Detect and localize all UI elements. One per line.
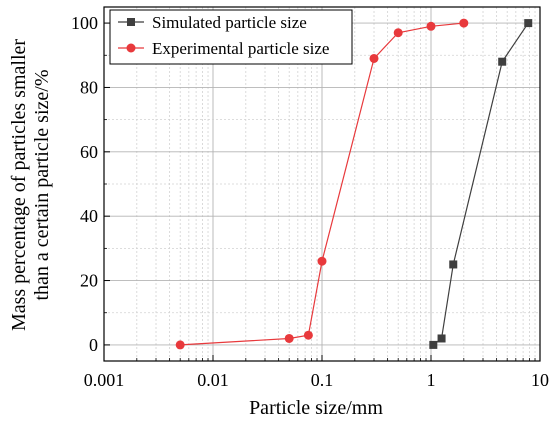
- legend-label-simulated: Simulated particle size: [152, 13, 307, 32]
- y-axis-title-line-2: than a certain particle size/%: [31, 70, 53, 301]
- data-point-experimental: [303, 330, 313, 340]
- x-tick-label: 10: [531, 370, 549, 390]
- data-point-experimental: [426, 21, 436, 31]
- legend: Simulated particle size Experimental par…: [109, 9, 353, 65]
- data-point-simulated: [498, 57, 507, 66]
- y-tick-label: 0: [89, 335, 98, 355]
- data-point-experimental: [393, 28, 403, 38]
- data-point-experimental: [317, 256, 327, 266]
- y-tick-label: 60: [80, 142, 98, 162]
- data-point-experimental: [175, 340, 185, 350]
- legend-label-experimental: Experimental particle size: [152, 39, 329, 58]
- data-point-simulated: [449, 260, 458, 269]
- data-point-experimental: [459, 18, 469, 28]
- data-point-simulated: [437, 334, 446, 343]
- data-point-simulated: [524, 19, 533, 28]
- legend-marker-simulated: [127, 18, 135, 26]
- x-tick-label: 0.001: [84, 370, 125, 390]
- y-axis-title: Mass percentage of particles smaller tha…: [8, 39, 53, 331]
- y-tick-label: 20: [80, 271, 98, 291]
- y-tick-label: 100: [71, 13, 98, 33]
- x-tick-label: 0.1: [311, 370, 334, 390]
- data-point-simulated: [429, 340, 438, 349]
- x-tick-label: 1: [427, 370, 436, 390]
- y-tick-label: 80: [80, 77, 98, 97]
- series-layer: [175, 18, 533, 350]
- legend-frame: [109, 9, 353, 65]
- legend-marker-experimental: [126, 43, 136, 53]
- data-point-experimental: [369, 53, 379, 63]
- data-point-experimental: [284, 333, 294, 343]
- x-tick-label: 0.01: [197, 370, 229, 390]
- y-axis-title-line-1: Mass percentage of particles smaller: [8, 39, 30, 331]
- x-axis-title: Particle size/mm: [249, 397, 383, 419]
- y-tick-label: 40: [80, 206, 98, 226]
